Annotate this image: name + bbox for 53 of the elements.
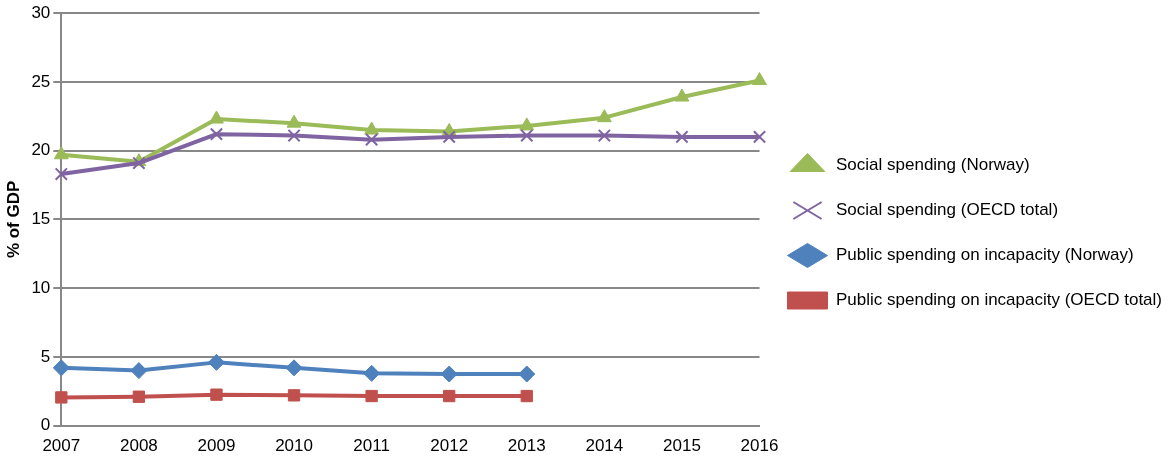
- point: [520, 389, 533, 403]
- y-tick-label: 0: [40, 415, 51, 435]
- x-tick-label: 2012: [430, 436, 469, 456]
- x-tick-label: 2013: [507, 436, 546, 456]
- point: [287, 128, 301, 143]
- point: [54, 167, 68, 181]
- point: [596, 109, 612, 123]
- y-tick-label: 25: [31, 71, 51, 91]
- point: [440, 365, 458, 383]
- x-tick-label: 2015: [663, 436, 701, 456]
- point: [130, 362, 148, 380]
- x-tick-label: 2010: [275, 436, 313, 456]
- x-tick-label: 2016: [740, 436, 779, 456]
- point: [209, 110, 224, 124]
- point: [752, 130, 767, 144]
- legend-label: Public spending on incapacity (Norway): [836, 245, 1134, 265]
- point: [210, 388, 223, 401]
- point: [443, 389, 456, 403]
- point: [209, 127, 224, 141]
- legend-label: Social spending (OECD total): [836, 200, 1059, 220]
- point: [597, 128, 612, 143]
- point: [519, 117, 535, 131]
- point: [674, 88, 690, 102]
- point: [286, 114, 302, 128]
- point: [287, 389, 301, 402]
- point: [442, 130, 456, 144]
- x-tick-label: 2011: [353, 436, 390, 456]
- x-tick-label: 2007: [42, 436, 81, 456]
- point: [520, 128, 534, 143]
- legend-label: Public spending on incapacity (OECD total): [836, 290, 1162, 310]
- x-tick-label: 2014: [585, 436, 624, 456]
- point: [363, 364, 381, 382]
- point: [53, 146, 69, 160]
- point: [364, 121, 380, 135]
- y-tick-label: 15: [31, 209, 51, 229]
- point: [364, 133, 379, 147]
- legend-label: Social spending (Norway): [836, 155, 1030, 175]
- point: [132, 390, 146, 403]
- x-tick-label: 2008: [119, 436, 158, 456]
- x-tick-label: 2009: [197, 436, 236, 456]
- point: [285, 359, 303, 377]
- y-tick-label: 20: [31, 140, 51, 160]
- point: [55, 391, 68, 404]
- y-tick-label: 10: [31, 277, 51, 297]
- y-tick-label: 5: [40, 346, 51, 366]
- point: [207, 353, 225, 371]
- point: [675, 130, 689, 144]
- y-axis-title: % of GDP: [3, 180, 23, 259]
- y-tick-label: 30: [31, 2, 51, 22]
- point: [52, 359, 70, 377]
- point: [752, 72, 767, 86]
- point: [518, 365, 536, 383]
- point: [365, 389, 378, 403]
